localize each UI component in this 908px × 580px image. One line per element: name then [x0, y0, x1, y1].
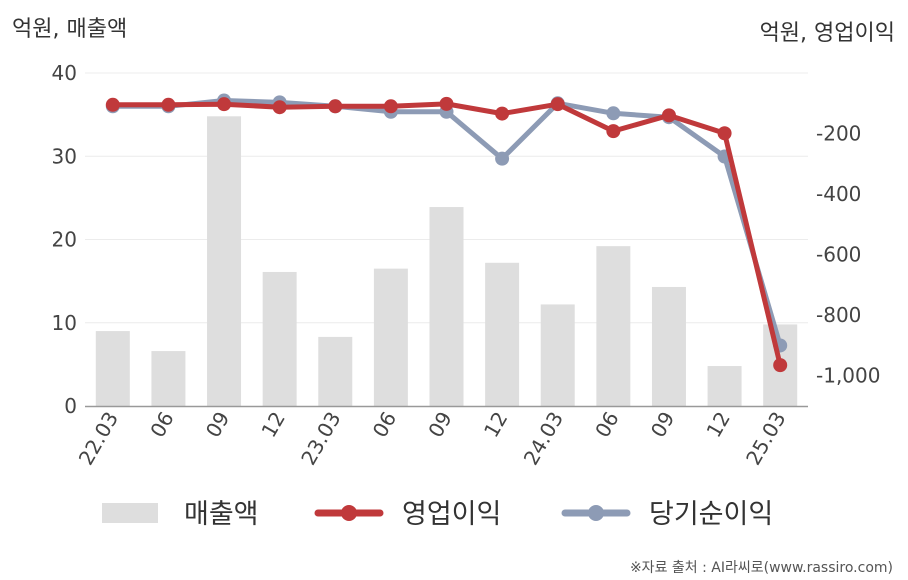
data-point [383, 99, 398, 114]
data-point [328, 99, 343, 114]
x-tick-label: 06 [590, 408, 624, 442]
bar [540, 304, 575, 406]
right-tick-label: -400 [816, 182, 861, 206]
left-tick-label: 30 [52, 144, 77, 168]
legend-label: 매출액 [184, 499, 259, 530]
x-tick-label: 25.03 [741, 408, 790, 470]
right-tick-label: -800 [816, 303, 861, 327]
bar [262, 271, 297, 406]
x-axis-ticks: 22.03 06 09 12 23.03 06 09 12 24.03 06 09 12 25.03 [74, 407, 791, 469]
source-note: ※자료 출처 : AI라씨로(www.rassiro.com) [630, 560, 893, 576]
data-point [495, 106, 510, 121]
left-tick-label: 20 [52, 228, 77, 252]
legend-swatch-marker [588, 505, 604, 521]
data-point [495, 151, 510, 166]
data-point [606, 106, 621, 121]
x-tick-label: 12 [256, 408, 290, 442]
bar [651, 286, 686, 406]
data-point [606, 124, 621, 139]
right-axis-unit: 억원, 영업이익 [760, 21, 895, 46]
data-point [272, 100, 287, 115]
bar [485, 262, 520, 406]
left-tick-label: 0 [64, 394, 77, 418]
x-tick-label: 09 [423, 408, 457, 442]
x-tick-label: 09 [201, 408, 235, 442]
data-point [773, 358, 788, 373]
x-tick-label: 24.03 [519, 408, 568, 470]
lines [105, 93, 788, 373]
bar [373, 268, 408, 406]
legend-swatch-bar [102, 503, 158, 523]
data-point [439, 96, 454, 111]
x-tick-label: 12 [701, 408, 735, 442]
x-tick-label: 12 [479, 407, 513, 441]
bar [429, 207, 464, 406]
left-axis-ticks: 0 10 20 30 40 [52, 61, 77, 418]
bar [707, 366, 742, 406]
bars [95, 116, 798, 406]
data-point [217, 97, 232, 112]
legend-swatch-marker [341, 505, 357, 521]
left-tick-label: 40 [52, 61, 77, 85]
bar [95, 331, 130, 406]
x-tick-label: 09 [646, 408, 680, 442]
legend: 매출액 영업이익 당기순이익 [102, 499, 773, 530]
bar [596, 246, 631, 406]
right-axis-ticks: -200 -400 -600 -800 -1,000 [816, 122, 880, 388]
left-axis-unit: 억원, 매출액 [12, 17, 127, 42]
data-point [550, 97, 565, 112]
data-point [661, 108, 676, 123]
legend-label: 당기순이익 [649, 499, 773, 530]
bar [318, 336, 353, 406]
right-tick-label: -200 [816, 122, 861, 146]
data-point [717, 126, 732, 141]
left-tick-label: 10 [52, 311, 77, 335]
x-tick-label: 06 [368, 408, 402, 442]
legend-label: 영업이익 [402, 499, 501, 530]
right-tick-label: -1,000 [816, 364, 880, 388]
data-point [105, 97, 120, 112]
data-point [161, 97, 176, 112]
bar [151, 351, 186, 406]
x-tick-label: 23.03 [296, 408, 345, 470]
right-tick-label: -600 [816, 243, 861, 267]
x-tick-label: 22.03 [74, 408, 123, 470]
x-tick-label: 06 [145, 408, 179, 442]
bar [207, 116, 242, 406]
